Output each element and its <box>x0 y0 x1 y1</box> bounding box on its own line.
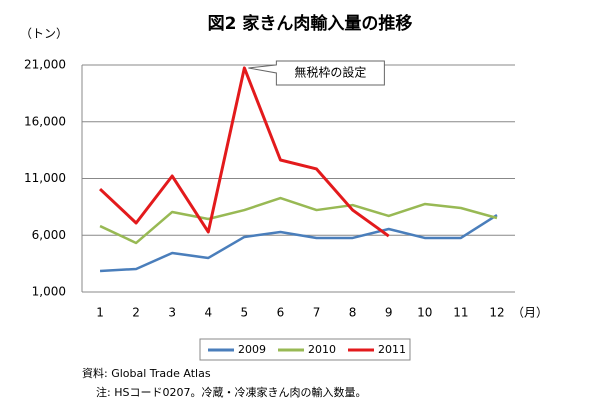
y-tick-label: 6,000 <box>32 228 66 242</box>
y-tick-label: 1,000 <box>32 285 66 299</box>
series-line <box>99 66 390 238</box>
legend-label: 2010 <box>308 343 336 356</box>
x-tick-label: 9 <box>385 306 393 320</box>
y-tick-label: 11,000 <box>24 171 66 185</box>
x-tick-label: 8 <box>349 306 357 320</box>
source-note: 資料: Global Trade Atlas <box>82 366 211 380</box>
callout <box>248 60 385 86</box>
x-tick-label: 3 <box>168 306 176 320</box>
x-tick-label: 10 <box>417 306 432 320</box>
annotation: 無税枠の設定 <box>294 64 366 79</box>
x-tick-label: 1 <box>96 306 104 320</box>
x-tick-label: 6 <box>277 306 285 320</box>
x-tick-label: 2 <box>132 306 140 320</box>
x-tick-label: 11 <box>453 306 468 320</box>
x-tick-label: 7 <box>313 306 321 320</box>
series-line <box>99 213 498 273</box>
x-tick-label: 4 <box>204 306 212 320</box>
note: 注: HSコード0207。冷蔵・冷凍家きん肉の輸入数量。 <box>96 385 366 399</box>
x-unit: （月） <box>512 306 548 320</box>
y-tick-label: 16,000 <box>24 114 66 128</box>
x-tick-label: 12 <box>489 306 504 320</box>
chart-title: 図2 家きん肉輸入量の推移 <box>208 13 413 34</box>
legend-label: 2009 <box>238 343 266 356</box>
series-line <box>99 196 498 245</box>
y-tick-label: 21,000 <box>24 58 66 72</box>
y-unit: （トン） <box>20 27 68 41</box>
legend-label: 2011 <box>378 343 406 356</box>
x-tick-label: 5 <box>241 306 249 320</box>
legend-box <box>199 338 411 361</box>
